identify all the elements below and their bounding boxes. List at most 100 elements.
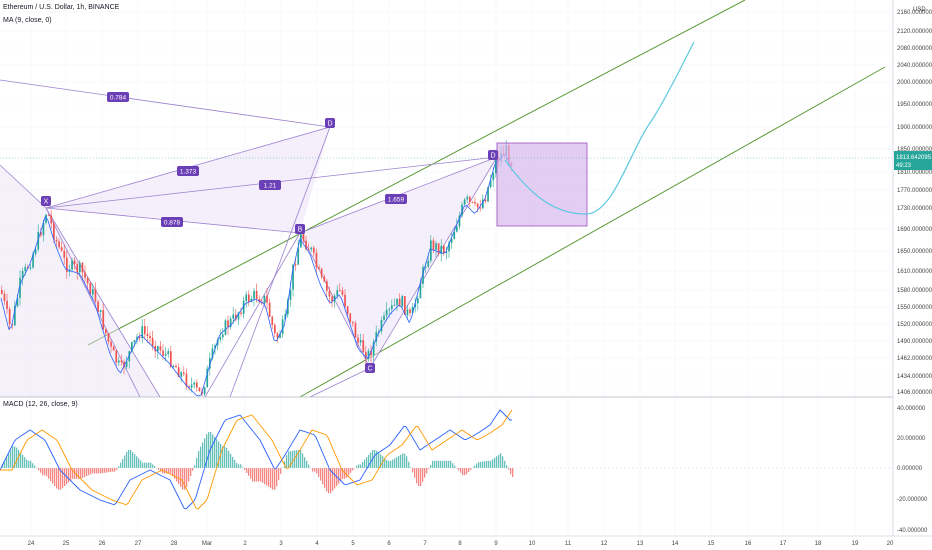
macd-bar	[254, 468, 256, 482]
macd-bar	[168, 468, 170, 474]
candle-body	[469, 196, 471, 202]
macd-bar	[358, 464, 360, 468]
candle-body	[105, 329, 107, 334]
price-tick-label: 1650.000000	[897, 249, 932, 255]
macd-bar	[110, 468, 112, 472]
ma-legend[interactable]: MA (9, close, 0)	[3, 17, 52, 24]
currency-label[interactable]: USD	[913, 7, 926, 13]
ratio-badge	[177, 166, 199, 176]
macd-bar	[18, 450, 20, 468]
macd-bar	[38, 468, 40, 471]
macd-bar	[452, 463, 454, 468]
macd-bar	[334, 468, 336, 489]
candle-body	[89, 283, 92, 295]
macd-bar	[308, 464, 310, 468]
candle-body	[310, 247, 313, 250]
macd-signal-line[interactable]	[0, 409, 513, 510]
candle-body	[86, 277, 89, 284]
forecast-curve[interactable]	[504, 41, 695, 215]
candle-body	[302, 232, 305, 241]
candle-body	[385, 310, 388, 316]
macd-bar	[292, 450, 294, 468]
macd-bar	[136, 456, 138, 468]
macd-bar	[60, 468, 62, 490]
macd-bar	[226, 447, 228, 468]
macd-bar	[2, 464, 4, 468]
candle-body	[120, 360, 123, 362]
candle-body	[375, 331, 378, 342]
macd-bar	[84, 468, 86, 477]
symbol-legend[interactable]: Ethereum / U.S. Dollar, 1h, BINANCE	[3, 4, 120, 11]
macd-bar	[486, 460, 488, 468]
macd-legend[interactable]: MACD (12, 26, close, 9)	[3, 401, 78, 408]
price-tick-label: 1580.000000	[897, 288, 932, 294]
candle-body	[479, 207, 482, 209]
macd-bar	[4, 460, 6, 468]
price-axis-panel[interactable]	[893, 0, 932, 536]
candle-body	[16, 297, 19, 307]
macd-bar	[68, 468, 70, 483]
macd-bar	[160, 468, 162, 472]
time-tick-label: 14	[672, 541, 679, 547]
candle-body	[164, 354, 167, 356]
channel-upper-line[interactable]	[87, 0, 746, 346]
candle-body	[245, 294, 248, 302]
macd-bar	[440, 460, 442, 468]
candle-body	[50, 215, 53, 224]
candle-body	[466, 196, 469, 200]
macd-bar	[128, 450, 130, 468]
time-tick-label: 6	[387, 541, 391, 547]
macd-line[interactable]	[0, 409, 512, 510]
macd-bar	[174, 468, 176, 479]
macd-bar	[326, 468, 328, 492]
macd-bar	[414, 468, 416, 478]
candle-body	[76, 263, 79, 273]
macd-bar	[378, 452, 380, 468]
candle-body	[159, 346, 162, 351]
channel-lower-line[interactable]	[299, 66, 886, 398]
macd-bar	[12, 446, 14, 468]
macd-bar	[188, 468, 190, 482]
candle-body	[123, 361, 125, 367]
macd-bar	[94, 468, 96, 474]
macd-histogram[interactable]	[0, 432, 514, 494]
candle-body	[183, 372, 185, 374]
macd-bar	[90, 468, 92, 475]
candle-body	[188, 386, 190, 388]
macd-bar	[408, 461, 410, 468]
candle-body	[66, 257, 68, 272]
time-tick-label: 28	[171, 541, 178, 547]
macd-bar	[242, 467, 244, 468]
macd-bar	[16, 447, 18, 468]
macd-bar	[392, 459, 394, 468]
macd-bar	[390, 460, 392, 468]
macd-bar	[506, 465, 508, 468]
point-badge	[295, 224, 305, 234]
macd-bar	[330, 468, 332, 494]
macd-tick-label: 40.000000	[897, 406, 926, 412]
ma-line[interactable]	[0, 154, 511, 397]
candle-body	[263, 295, 266, 304]
macd-bar	[98, 468, 100, 474]
macd-bar	[484, 461, 486, 468]
macd-bar	[54, 468, 56, 486]
candle-body	[144, 326, 146, 334]
time-tick-label: 10	[529, 541, 536, 547]
macd-bar	[190, 468, 192, 477]
macd-bar	[332, 468, 334, 491]
time-tick-label: 26	[99, 541, 106, 547]
macd-bar	[248, 468, 250, 476]
macd-bar	[374, 450, 376, 468]
macd-bar	[462, 468, 464, 476]
macd-bar	[154, 466, 156, 468]
candle-body	[489, 180, 492, 188]
macd-bar	[256, 468, 258, 482]
candle-body	[138, 336, 141, 339]
macd-bar	[512, 468, 514, 477]
candle-body	[250, 298, 253, 302]
time-tick-label: 12	[601, 541, 608, 547]
candle-body	[279, 333, 281, 338]
time-axis-panel[interactable]	[0, 536, 932, 550]
svg-text:49:23: 49:23	[896, 163, 912, 169]
